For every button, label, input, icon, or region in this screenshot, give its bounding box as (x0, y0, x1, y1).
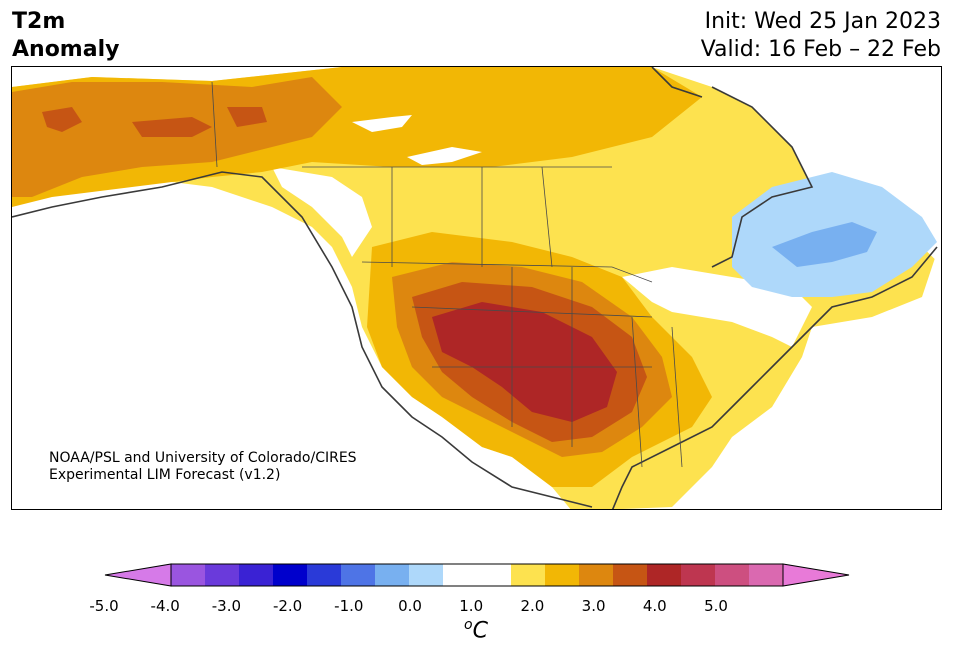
valid-range: Valid: 16 Feb – 22 Feb (700, 37, 941, 62)
colorbar-cell (613, 564, 648, 586)
anomaly-map (11, 66, 942, 510)
credit-text: NOAA/PSL and University of Colorado/CIRE… (49, 450, 357, 484)
colorbar-cell (681, 564, 716, 586)
colorbar-cell (341, 564, 376, 586)
colorbar-cell (579, 564, 614, 586)
anomaly-region-4c-north (42, 107, 267, 137)
colorbar-tick-label: 1.0 (459, 597, 484, 615)
colorbar-tick-label: 4.0 (642, 597, 667, 615)
colorbar-cell (511, 564, 546, 586)
state-borders (211, 81, 683, 468)
colorbar-extend-low (104, 563, 172, 587)
anomaly-region-zero-west (272, 167, 372, 257)
colorbar-tick-label: 2.0 (520, 597, 545, 615)
colorbar-border (170, 563, 784, 587)
colorbar-cell (307, 564, 342, 586)
colorbar-extend-high (782, 563, 850, 587)
colorbar-cell (715, 564, 750, 586)
anomaly-region-cool-2 (772, 222, 877, 267)
colorbar (104, 563, 850, 587)
unit-degree: o (464, 617, 473, 633)
colorbar-cell (273, 564, 308, 586)
map-title: T2m Anomaly (12, 8, 119, 64)
anomaly-region-zero-northeast (712, 67, 941, 266)
colorbar-tick-label: -5.0 (89, 597, 119, 615)
boundaries (12, 67, 938, 509)
colorbar-cell (409, 564, 444, 586)
colorbar-tick-label: 0.0 (398, 597, 422, 615)
credit-line-1: NOAA/PSL and University of Colorado/CIRE… (49, 450, 357, 466)
colorbar-tick-label: 5.0 (704, 597, 728, 615)
colorbar-cell (239, 564, 274, 586)
anomaly-region-5c-us (432, 302, 617, 422)
colorbar-cells (104, 563, 850, 587)
map-canvas (12, 67, 941, 509)
colorbar-unit: oC (464, 617, 488, 643)
colorbar-cell (477, 564, 512, 586)
forecast-dates: Init: Wed 25 Jan 2023 Valid: 16 Feb – 22… (701, 8, 941, 64)
title-variable: T2m (12, 9, 66, 34)
colorbar-cell (171, 564, 206, 586)
title-variable-sub: Anomaly (12, 37, 120, 62)
colorbar-cell (647, 564, 682, 586)
colorbar-tick-label: -2.0 (272, 597, 303, 615)
colorbar-cell (375, 564, 410, 586)
colorbar-tick-label: -4.0 (150, 597, 180, 615)
colorbar-cell (545, 564, 580, 586)
lake-patch (352, 115, 482, 165)
colorbar-tick-label: 3.0 (581, 597, 606, 615)
init-date: Init: Wed 25 Jan 2023 (704, 9, 941, 34)
colorbar-cell (205, 564, 240, 586)
unit-symbol: C (472, 618, 488, 644)
credit-line-2: Experimental LIM Forecast (v1.2) (49, 467, 281, 483)
colorbar-tick-label: -1.0 (334, 597, 364, 615)
colorbar-tick-label: -3.0 (211, 597, 242, 615)
colorbar-cell (443, 564, 478, 586)
colorbar-tick-labels: -5.0 -4.0 -3.0 -2.0 -1.0 0.0 1.0 2.0 3.0 4.0 5.0 (0, 597, 953, 617)
colorbar-cell (749, 564, 784, 586)
